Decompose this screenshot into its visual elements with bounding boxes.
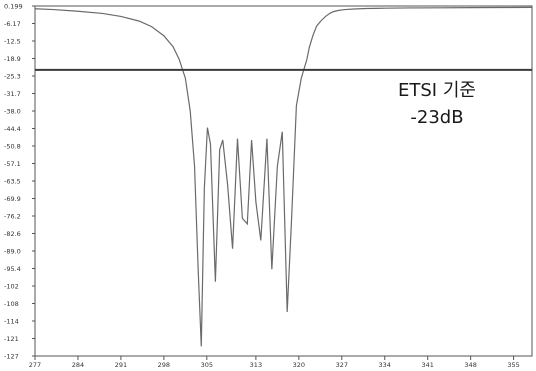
y-tick-label: -82.6 (4, 230, 21, 238)
x-tick-label: 277 (29, 361, 41, 369)
x-tick-label: 320 (293, 361, 305, 369)
y-tick-label: -102 (4, 283, 19, 291)
x-tick-label: 298 (158, 361, 170, 369)
y-tick-label: -18.9 (4, 55, 21, 63)
x-tick-label: 313 (250, 361, 262, 369)
y-tick-label: -108 (4, 300, 19, 308)
y-tick-label: -50.8 (4, 143, 21, 151)
y-tick-label: 0.199 (4, 3, 23, 11)
y-tick-label: -57.1 (4, 160, 21, 168)
x-tick-label: 327 (336, 361, 348, 369)
y-tick-label: -114 (4, 318, 19, 326)
y-tick-label: -76.2 (4, 213, 21, 221)
y-tick-label: -25.3 (4, 73, 21, 81)
y-tick-label: -12.5 (4, 38, 21, 46)
y-tick-label: -69.9 (4, 195, 21, 203)
y-tick-label: -63.5 (4, 178, 21, 186)
y-tick-label: -38.0 (4, 108, 21, 116)
annotation-standard: ETSI 기준 (398, 80, 476, 101)
x-tick-label: 348 (464, 361, 476, 369)
x-axis: 277 284 291 298 305 313 320 327 334 341 348 355 (29, 356, 520, 369)
x-tick-label: 334 (379, 361, 391, 369)
y-tick-label: -127 (4, 353, 19, 361)
x-tick-label: 284 (72, 361, 84, 369)
y-tick-label: -44.4 (4, 125, 21, 133)
x-tick-label: 355 (507, 361, 519, 369)
y-tick-label: -89.0 (4, 248, 21, 256)
x-tick-label: 291 (115, 361, 127, 369)
y-tick-label: -6.17 (4, 20, 21, 28)
y-axis: 0.199 -6.17 -12.5 -18.9 -25.3 -31.7 -38.0 -44.4… (4, 3, 35, 361)
y-tick-label: -121 (4, 335, 19, 343)
y-tick-label: -31.7 (4, 90, 21, 98)
annotation-threshold: -23dB (410, 107, 463, 128)
x-tick-label: 305 (201, 361, 213, 369)
series-line (34, 6, 533, 347)
y-tick-label: -95.4 (4, 265, 21, 273)
x-tick-label: 341 (421, 361, 433, 369)
